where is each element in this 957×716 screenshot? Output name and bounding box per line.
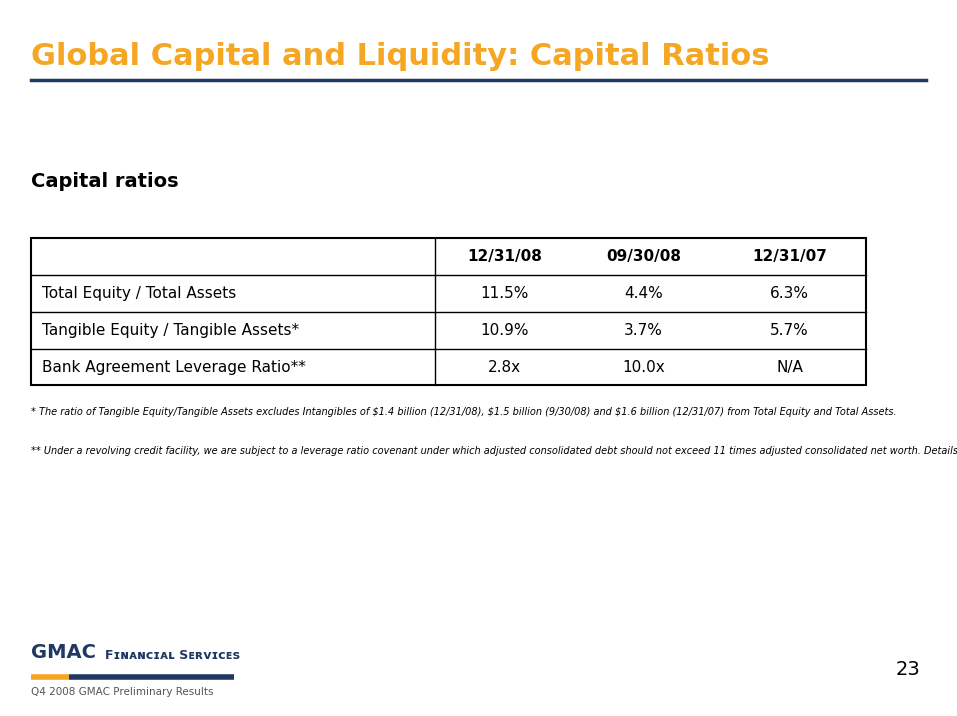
Text: GMAC: GMAC [31,643,96,662]
Text: Bank Agreement Leverage Ratio**: Bank Agreement Leverage Ratio** [42,360,306,374]
Text: 3.7%: 3.7% [624,324,663,338]
Text: * The ratio of Tangible Equity/Tangible Assets excludes Intangibles of $1.4 bill: * The ratio of Tangible Equity/Tangible … [31,407,897,417]
Text: 11.5%: 11.5% [480,286,529,301]
Bar [31,238,866,385]
Text: 5.7%: 5.7% [770,324,809,338]
Text: 6.3%: 6.3% [770,286,809,301]
Text: Q4 2008 GMAC Preliminary Results: Q4 2008 GMAC Preliminary Results [31,687,213,697]
Text: Tangible Equity / Tangible Assets*: Tangible Equity / Tangible Assets* [42,324,300,338]
Text: ** Under a revolving credit facility, we are subject to a leverage ratio covenan: ** Under a revolving credit facility, we… [31,446,957,456]
Text: 10.9%: 10.9% [480,324,529,338]
Text: 12/31/07: 12/31/07 [752,249,827,263]
Text: 23: 23 [896,660,921,679]
Text: 4.4%: 4.4% [624,286,663,301]
Text: 12/31/08: 12/31/08 [467,249,543,263]
Text: 10.0x: 10.0x [622,360,665,374]
Text: 09/30/08: 09/30/08 [606,249,681,263]
Text: 2.8x: 2.8x [488,360,522,374]
Text: Capital ratios: Capital ratios [31,172,178,191]
Text: Global Capital and Liquidity: Capital Ratios: Global Capital and Liquidity: Capital Ra… [31,42,769,71]
Text: N/A: N/A [776,360,803,374]
Text: Total Equity / Total Assets: Total Equity / Total Assets [42,286,236,301]
Text: Fɪɴᴀɴᴄɪᴀʟ Sᴇʀᴠɪᴄᴇs: Fɪɴᴀɴᴄɪᴀʟ Sᴇʀᴠɪᴄᴇs [105,649,240,662]
